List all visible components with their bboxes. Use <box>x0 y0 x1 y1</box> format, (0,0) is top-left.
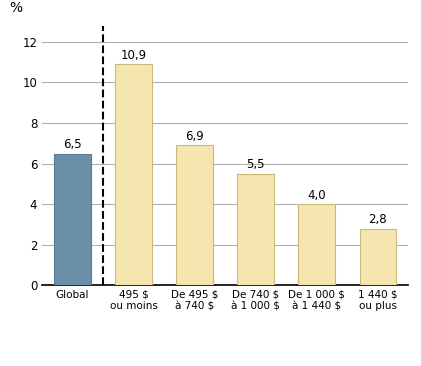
Bar <box>360 229 396 285</box>
Text: 4,0: 4,0 <box>307 189 326 202</box>
Bar <box>176 145 213 285</box>
Text: 5,5: 5,5 <box>247 158 265 171</box>
Bar <box>115 64 152 285</box>
Text: 2,8: 2,8 <box>368 213 387 226</box>
Bar <box>54 153 91 285</box>
Text: 6,5: 6,5 <box>63 138 82 151</box>
Bar <box>237 174 274 285</box>
Text: %: % <box>9 1 22 15</box>
Text: 6,9: 6,9 <box>185 130 204 143</box>
Text: 10,9: 10,9 <box>120 49 147 62</box>
Bar <box>298 204 335 285</box>
